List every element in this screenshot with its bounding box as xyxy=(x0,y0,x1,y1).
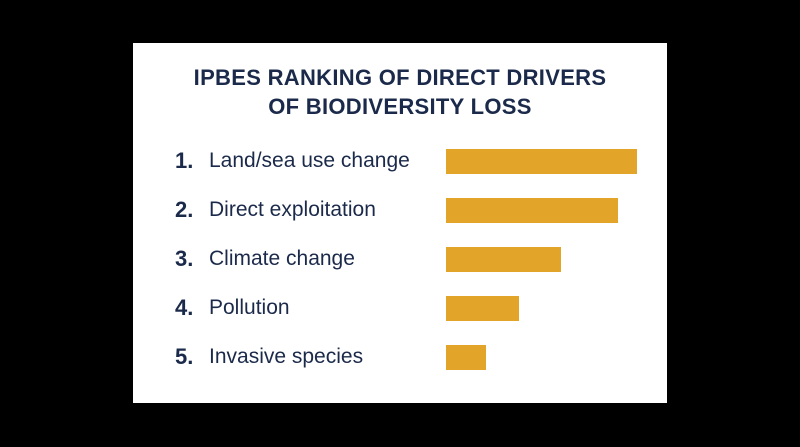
bar-5 xyxy=(446,344,487,370)
rank-number: 4. xyxy=(175,295,194,320)
rank-number: 5. xyxy=(175,344,194,369)
rank-number: 2. xyxy=(175,197,194,222)
bar-4 xyxy=(446,295,519,321)
chart-card: IPBES RANKING OF DIRECT DRIVERS OF BIODI… xyxy=(133,43,667,403)
category-label: Direct exploitation xyxy=(209,198,376,221)
rank-number: 3. xyxy=(175,246,194,271)
rank-number: 1. xyxy=(175,148,194,173)
bar-3 xyxy=(446,246,561,272)
chart-title-line-2: OF BIODIVERSITY LOSS xyxy=(268,94,532,119)
chart-title-line-1: IPBES RANKING OF DIRECT DRIVERS xyxy=(193,65,607,90)
category-label: Pollution xyxy=(209,296,290,319)
bar-1 xyxy=(446,148,637,174)
category-label: Invasive species xyxy=(209,345,364,368)
category-label: Land/sea use change xyxy=(209,149,410,172)
bar-2 xyxy=(446,197,618,223)
chart-title: IPBES RANKING OF DIRECT DRIVERS OF BIODI… xyxy=(133,63,667,121)
category-label: Climate change xyxy=(209,247,355,270)
